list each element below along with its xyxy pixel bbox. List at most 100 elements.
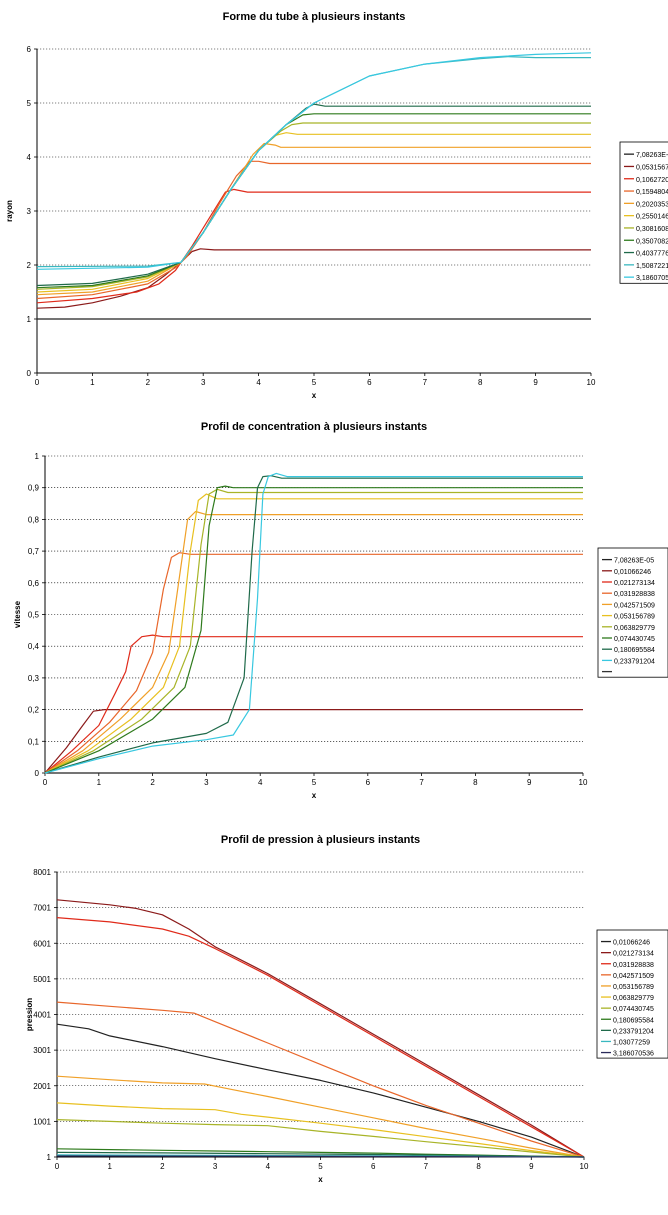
legend-label: 0,053156789 — [614, 614, 655, 621]
y-tick-label: 2 — [27, 261, 32, 270]
legend-label: 0,233791204 — [613, 1028, 654, 1035]
x-tick-label: 7 — [424, 1162, 429, 1171]
y-tick-label: 0,9 — [28, 484, 40, 493]
series-line-3 — [56, 917, 585, 1158]
x-tick-label: 2 — [150, 778, 155, 787]
legend-label: 7,08263E-05 — [614, 558, 654, 565]
legend-label: 0,074430745 — [614, 636, 655, 643]
series-line-5 — [44, 510, 583, 774]
legend-label: 0,063829779 — [614, 625, 655, 632]
y-tick-label: 1001 — [33, 1117, 51, 1126]
series-line-1 — [56, 1023, 585, 1158]
chart-title: Forme du tube à plusieurs instants — [223, 11, 406, 23]
legend-label: 0,074430745 — [613, 1006, 654, 1013]
x-axis-label: x — [318, 1175, 323, 1184]
legend-label: 0,031928838 — [614, 591, 655, 598]
series-line-11 — [56, 1155, 585, 1158]
y-axis-label: pression — [25, 998, 34, 1031]
x-tick-label: 1 — [107, 1162, 112, 1171]
x-tick-label: 7 — [419, 778, 424, 787]
x-tick-label: 3 — [213, 1162, 218, 1171]
legend-label: 0,202035304 — [636, 201, 668, 208]
y-tick-label: 6 — [27, 45, 32, 54]
y-tick-label: 0,8 — [28, 515, 40, 524]
series-line-9 — [44, 475, 583, 774]
legend-label: 0,180695584 — [614, 647, 655, 654]
x-tick-label: 5 — [312, 378, 317, 387]
y-tick-label: 5001 — [33, 975, 51, 984]
x-tick-label: 8 — [476, 1162, 481, 1171]
legend-label: 0,063829779 — [613, 995, 654, 1002]
y-tick-label: 4 — [27, 153, 32, 162]
x-tick-label: 3 — [201, 378, 206, 387]
y-tick-label: 0,7 — [28, 547, 40, 556]
legend-label: 0,308160806 — [636, 226, 668, 233]
chart-3: Profil de pression à plusieurs instants 1… — [25, 834, 668, 1184]
y-tick-label: 2001 — [33, 1082, 51, 1091]
y-tick-label: 0,4 — [28, 642, 40, 651]
x-tick-label: 6 — [366, 778, 371, 787]
y-tick-label: 0,2 — [28, 706, 40, 715]
series-line-7 — [36, 122, 591, 290]
series-line-4 — [56, 1001, 585, 1158]
y-tick-label: 0 — [27, 369, 32, 378]
x-tick-label: 0 — [43, 778, 48, 787]
x-tick-label: 3 — [204, 778, 209, 787]
legend-label: 0,350708202 — [636, 238, 668, 245]
x-tick-label: 4 — [256, 378, 261, 387]
y-tick-label: 6001 — [33, 939, 51, 948]
x-tick-label: 0 — [35, 378, 40, 387]
y-tick-label: 0 — [35, 769, 40, 778]
y-tick-label: 5 — [27, 99, 32, 108]
y-tick-label: 3 — [27, 207, 32, 216]
legend-box — [597, 547, 668, 678]
legend: 7,08263E-05 0,01066246 0,021273134 0,031928… — [597, 547, 668, 678]
chart-title: Profil de pression à plusieurs instants — [221, 834, 420, 846]
series-line-2 — [36, 248, 591, 309]
series-line-7 — [56, 1119, 585, 1158]
x-tick-label: 4 — [266, 1162, 271, 1171]
x-tick-label: 5 — [312, 778, 317, 787]
x-axis-label: x — [312, 791, 317, 800]
y-tick-label: 4001 — [33, 1011, 51, 1020]
series-line-10 — [44, 472, 583, 774]
x-tick-label: 10 — [580, 1162, 589, 1171]
legend-label: 3,186070536 — [636, 275, 668, 282]
series-line-9 — [36, 103, 591, 287]
legend-label: 3,186070536 — [613, 1051, 654, 1058]
series-line-2 — [56, 899, 585, 1158]
legend-label: 0,021273134 — [613, 951, 654, 958]
x-tick-label: 8 — [478, 378, 483, 387]
x-tick-label: 0 — [55, 1162, 60, 1171]
x-tick-label: 5 — [318, 1162, 323, 1171]
series-line-4 — [44, 552, 583, 774]
series-line-11 — [36, 52, 592, 270]
x-tick-label: 9 — [527, 778, 532, 787]
y-tick-label: 0,1 — [28, 737, 40, 746]
chart-2: Profil de concentration à plusieurs inst… — [13, 421, 668, 800]
series-line-5 — [36, 142, 591, 296]
legend-label: 0,021273134 — [614, 580, 655, 587]
legend-label: 0,233791204 — [614, 658, 655, 665]
series-line-2 — [44, 709, 583, 774]
legend-label: 0,01066246 — [614, 569, 651, 576]
y-tick-label: 3001 — [33, 1046, 51, 1055]
legend-box — [619, 141, 668, 284]
y-axis-label: rayon — [5, 200, 14, 222]
legend-label: 0,106272093 — [636, 177, 668, 184]
series-line-5 — [56, 1075, 585, 1158]
series-line-4 — [36, 160, 591, 300]
y-tick-label: 0,6 — [28, 579, 40, 588]
series-line-6 — [44, 493, 583, 774]
x-tick-label: 9 — [533, 378, 538, 387]
x-tick-label: 10 — [587, 378, 596, 387]
legend-label: 7,08263E-05 — [636, 152, 668, 159]
legend-label: 0,042571509 — [614, 602, 655, 609]
legend-label: 0,053156789 — [613, 984, 654, 991]
chart-title: Profil de concentration à plusieurs inst… — [201, 421, 427, 433]
series-line-3 — [36, 188, 591, 304]
legend-label: 0,042571509 — [613, 973, 654, 980]
x-tick-label: 1 — [97, 778, 102, 787]
y-tick-label: 0,3 — [28, 674, 40, 683]
